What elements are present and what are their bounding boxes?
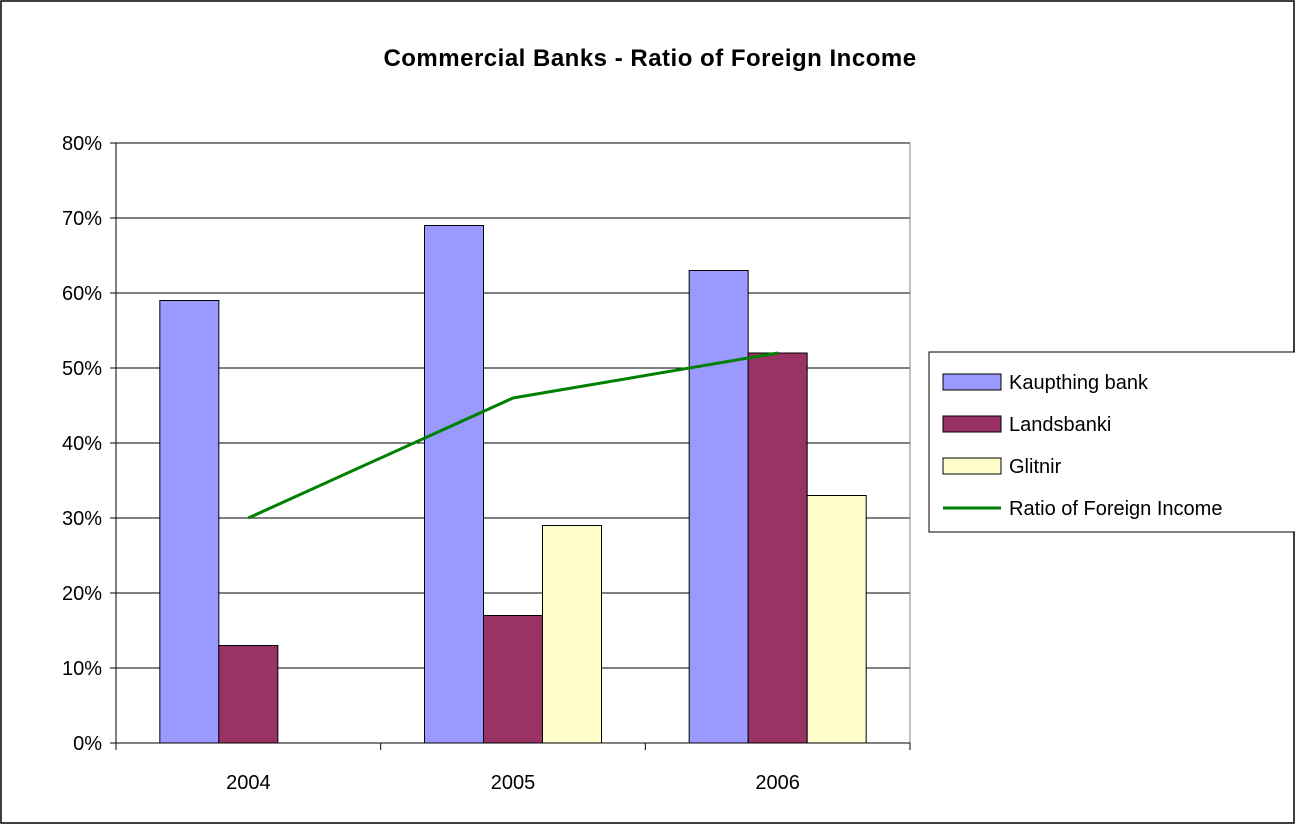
legend-swatch	[942, 415, 1002, 433]
bar-landsbanki	[218, 645, 279, 744]
bar-landsbanki	[483, 615, 543, 744]
legend-swatch	[942, 457, 1002, 475]
y-tick-label: 70%	[62, 208, 102, 230]
y-tick-label: 20%	[62, 583, 102, 605]
bar-kaupthing-bank	[688, 270, 749, 744]
plot-area: 0% 10% 20% 30% 40% 50% 60% 70% 80% 2004 2005 2006	[62, 133, 911, 794]
y-tick-label: 10%	[62, 658, 102, 680]
legend-label: Ratio of Foreign Income	[1009, 498, 1222, 520]
y-tick-label: 60%	[62, 283, 102, 305]
chart-title: Commercial Banks - Ratio of Foreign Inco…	[383, 45, 916, 72]
y-tick-label: 80%	[62, 133, 102, 155]
y-tick-label: 40%	[62, 433, 102, 455]
legend-swatch	[942, 373, 1002, 391]
legend-label: Glitnir	[1009, 456, 1062, 478]
x-tick-label: 2005	[491, 772, 536, 794]
bar-kaupthing-bank	[159, 300, 220, 744]
y-tick-label: 50%	[62, 358, 102, 380]
x-tick-label: 2004	[226, 772, 271, 794]
legend: Kaupthing bank Landsbanki Glitnir Ratio of …	[928, 351, 1295, 533]
legend-label: Landsbanki	[1009, 414, 1111, 436]
y-tick-label: 0%	[73, 733, 102, 755]
legend-label: Kaupthing bank	[1009, 372, 1149, 394]
y-tick-label: 30%	[62, 508, 102, 530]
line-ratio-of-foreign-income	[247, 351, 778, 520]
bar-glitnir	[542, 525, 602, 744]
bar-landsbanki	[747, 352, 808, 744]
bar-kaupthing-bank	[424, 225, 484, 744]
x-tick-label: 2006	[755, 772, 800, 794]
bar-glitnir	[806, 495, 867, 744]
